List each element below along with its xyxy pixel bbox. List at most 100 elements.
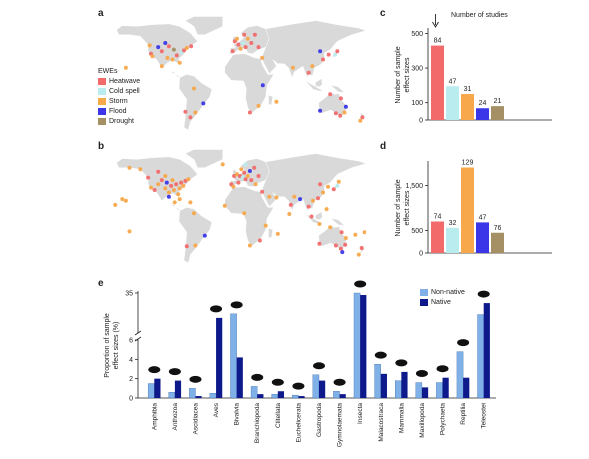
bar-chart-e: 0 2 4 6 35 Proportion of sample effect sizes (… bbox=[104, 280, 496, 447]
annotation-arrowhead bbox=[432, 21, 439, 28]
legend-label-native: Native bbox=[431, 298, 451, 306]
world-map-a bbox=[116, 16, 366, 131]
study-point bbox=[238, 46, 243, 51]
study-point bbox=[257, 238, 262, 243]
study-point bbox=[166, 44, 171, 49]
study-point bbox=[342, 110, 347, 115]
study-point bbox=[328, 92, 333, 97]
study-point bbox=[174, 182, 179, 187]
study-point bbox=[181, 183, 186, 188]
bar-native-insecta bbox=[360, 295, 367, 398]
study-point bbox=[324, 207, 329, 212]
bar-data-label: 74 bbox=[434, 214, 442, 221]
study-point bbox=[256, 174, 261, 178]
y-tick-label: 1,500 bbox=[405, 183, 423, 190]
anthozoa-icon bbox=[168, 368, 181, 376]
study-point bbox=[353, 232, 358, 237]
legend-label: Flood bbox=[109, 107, 127, 115]
study-point bbox=[247, 243, 252, 248]
study-point bbox=[310, 64, 315, 69]
y-tick-label: 0 bbox=[419, 251, 423, 258]
study-point bbox=[253, 182, 258, 187]
study-point bbox=[120, 197, 125, 202]
legend-title: EWEs bbox=[98, 68, 118, 75]
study-point bbox=[328, 225, 333, 230]
bar-non-native-maxillopoda bbox=[415, 382, 423, 399]
study-point bbox=[230, 49, 235, 54]
study-point bbox=[156, 169, 161, 174]
legend-label: Cold spell bbox=[109, 87, 140, 95]
ascidiacea-icon bbox=[189, 375, 202, 383]
land-mass bbox=[268, 94, 274, 106]
study-point bbox=[321, 190, 325, 195]
bar-native-euchelicerata bbox=[298, 396, 305, 398]
bar-flood bbox=[476, 222, 489, 253]
bar-storm bbox=[461, 94, 474, 120]
study-point bbox=[166, 190, 171, 195]
land-mass bbox=[318, 226, 347, 250]
y-tick-label: 100 bbox=[411, 100, 423, 107]
aves-icon bbox=[210, 305, 223, 313]
study-point bbox=[235, 172, 239, 177]
study-point bbox=[317, 241, 322, 246]
amphibia-icon bbox=[148, 366, 161, 374]
legend-item-native: Native bbox=[420, 297, 465, 307]
bar-non-native-clitellata bbox=[271, 393, 278, 399]
x-tick-label: Gastropoda bbox=[316, 403, 323, 437]
study-point bbox=[231, 184, 236, 189]
study-point bbox=[321, 57, 325, 62]
y-tick-label: 0 bbox=[419, 118, 423, 125]
land-mass bbox=[261, 20, 366, 79]
land-mass bbox=[224, 53, 274, 114]
study-point bbox=[333, 243, 338, 248]
legend-label: Drought bbox=[109, 117, 134, 125]
study-point bbox=[156, 182, 161, 187]
land-mass bbox=[330, 217, 346, 226]
bar-native-gastropoda bbox=[319, 380, 326, 398]
world-map-b bbox=[113, 149, 366, 264]
bar-cold-spell bbox=[446, 86, 459, 120]
bar-native-bivalvia bbox=[236, 357, 243, 398]
bar-non-native-gastropoda bbox=[312, 374, 320, 399]
y-axis-label: effect sizes bbox=[404, 190, 411, 225]
legend-swatch bbox=[98, 87, 106, 95]
study-point bbox=[236, 42, 241, 47]
study-point bbox=[287, 212, 292, 216]
land-mass bbox=[330, 84, 346, 93]
study-point bbox=[152, 188, 157, 192]
study-point bbox=[326, 52, 331, 57]
x-tick-label: Mammalia bbox=[398, 403, 405, 433]
study-point bbox=[240, 175, 245, 180]
bar-non-native-reptilia bbox=[456, 351, 464, 399]
study-point bbox=[256, 45, 261, 50]
x-tick-label: Amphibia bbox=[151, 403, 158, 430]
x-tick-label: Bivalvia bbox=[234, 403, 241, 426]
y-tick-label: 300 bbox=[411, 66, 423, 73]
bar-data-label: 84 bbox=[434, 38, 442, 45]
x-tick-label: Polychaeta bbox=[440, 403, 447, 436]
study-point bbox=[243, 45, 248, 50]
maxillopoda-icon bbox=[415, 370, 428, 378]
land-mass bbox=[314, 78, 323, 88]
study-point bbox=[249, 178, 254, 183]
study-point bbox=[306, 70, 311, 75]
bar-native-amphibia bbox=[154, 378, 161, 398]
legend-label: Storm bbox=[109, 97, 128, 105]
study-point bbox=[318, 108, 323, 113]
study-point bbox=[202, 233, 207, 238]
bar-data-label: 129 bbox=[462, 160, 474, 167]
axis-break-mark bbox=[134, 330, 142, 336]
study-point bbox=[174, 53, 179, 58]
y-tick-label: 500 bbox=[411, 228, 423, 235]
bar-non-native-branchiopoda bbox=[250, 386, 258, 399]
panel-label-e: e bbox=[98, 278, 104, 289]
study-point bbox=[339, 230, 344, 235]
land-mass bbox=[304, 80, 324, 92]
study-point bbox=[338, 246, 343, 251]
bar-data-label: 76 bbox=[494, 225, 502, 232]
legend-item-drought: Drought bbox=[98, 116, 140, 126]
euchelicerata-icon bbox=[292, 382, 305, 390]
legend-item-non-native: Non-native bbox=[420, 287, 465, 297]
study-point bbox=[127, 165, 132, 170]
x-tick-label: Reptilia bbox=[460, 403, 467, 425]
